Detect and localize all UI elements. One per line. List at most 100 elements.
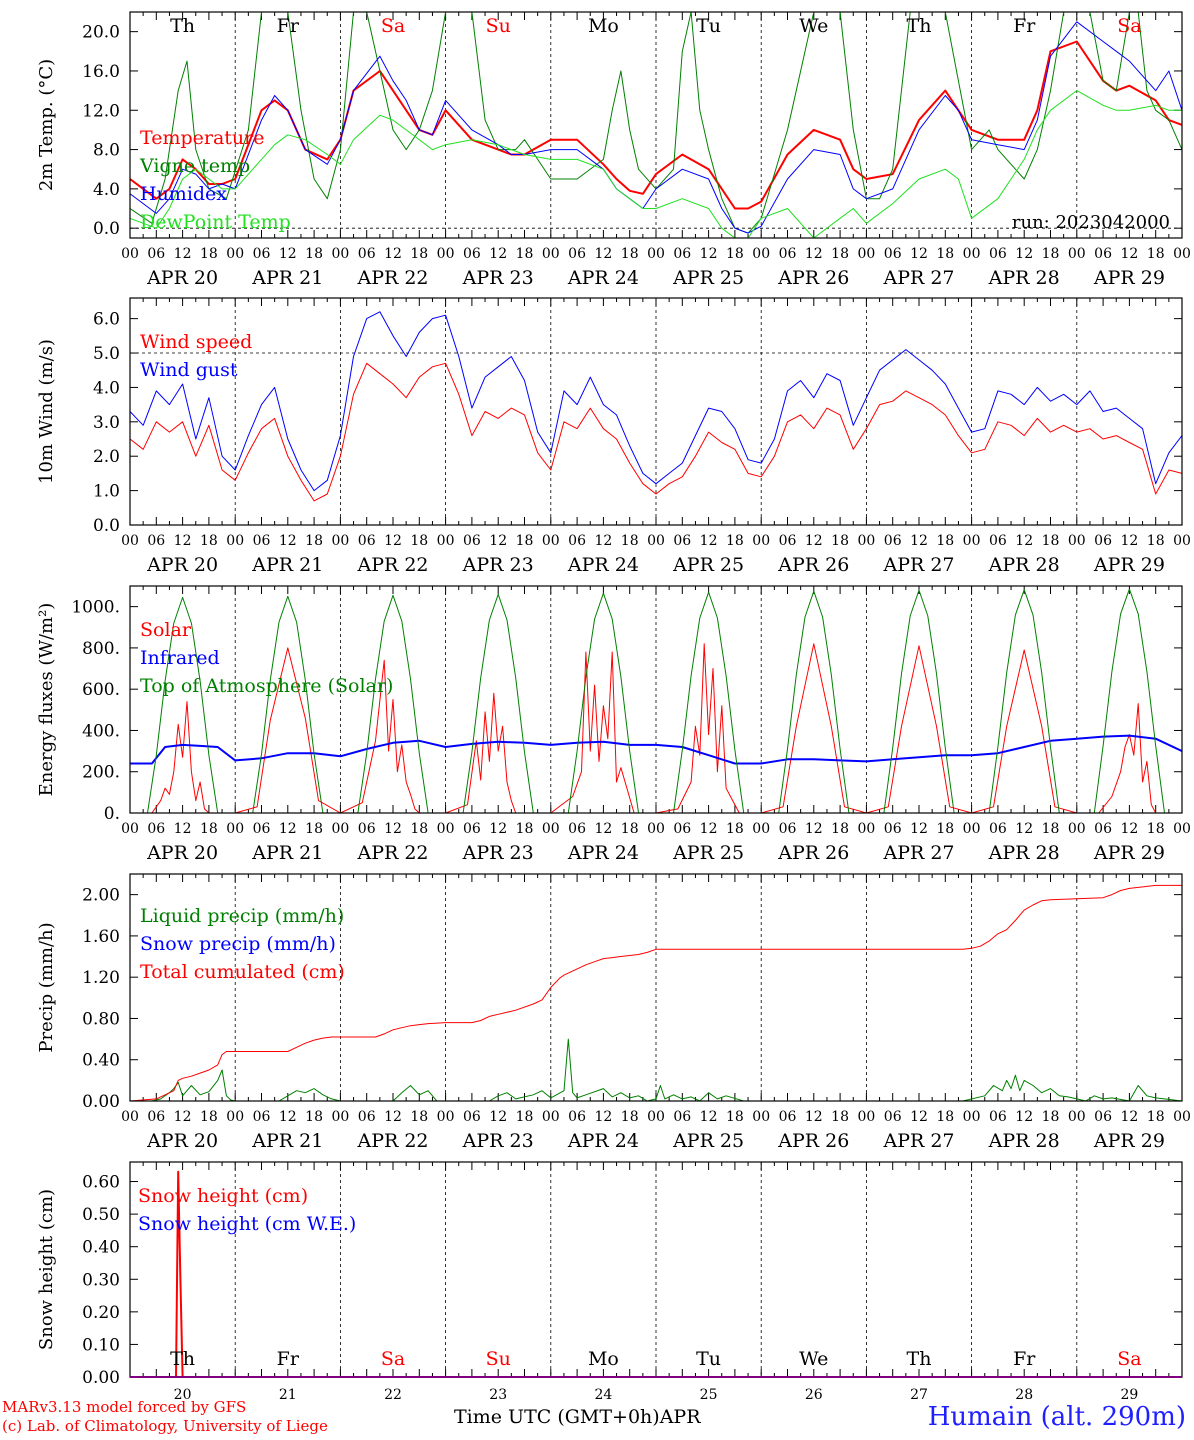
- weekday-label: Th: [170, 1348, 195, 1370]
- day-number-label: 25: [700, 1387, 718, 1403]
- hour-label: 00: [1173, 533, 1191, 549]
- y-tick-label: 1.60: [82, 927, 120, 947]
- hour-label: 00: [437, 1109, 455, 1125]
- hour-label: 12: [1015, 533, 1033, 549]
- hour-label: 06: [358, 246, 376, 262]
- hour-label: 18: [831, 533, 849, 549]
- hour-label: 18: [410, 533, 428, 549]
- hour-label: 18: [726, 533, 744, 549]
- legend-entry: Top of Atmosphere (Solar): [140, 675, 393, 697]
- hour-label: 18: [1147, 821, 1165, 837]
- hour-label: 18: [200, 533, 218, 549]
- hour-label: 18: [1042, 1109, 1060, 1125]
- date-label: APR 21: [251, 554, 323, 576]
- hour-label: 18: [621, 246, 639, 262]
- plot-frame: [129, 297, 1183, 526]
- y-tick-label: 0.80: [82, 1009, 120, 1029]
- series-group: [130, 311, 1182, 502]
- hour-label: 12: [805, 821, 823, 837]
- hour-label: 00: [647, 821, 665, 837]
- hour-label: 12: [279, 246, 297, 262]
- hour-label: 00: [1068, 1109, 1086, 1125]
- hour-label: 00: [857, 533, 875, 549]
- weekday-label: Sa: [1117, 1348, 1141, 1370]
- hour-label: 06: [568, 246, 586, 262]
- date-label: APR 21: [251, 842, 323, 864]
- hour-label: 06: [147, 1109, 165, 1125]
- hour-label: 06: [779, 533, 797, 549]
- y-axis-title: Precip (mm/h): [36, 922, 57, 1052]
- time-axis-title: Time UTC (GMT+0h)APR: [454, 1406, 701, 1428]
- hour-label: 06: [147, 246, 165, 262]
- y-tick-label: 0.40: [82, 1051, 120, 1071]
- series-line: [130, 734, 1182, 765]
- credit-line-2: (c) Lab. of Climatology, University of L…: [2, 1417, 328, 1435]
- weekday-label: We: [799, 1348, 828, 1370]
- hour-label: 00: [121, 533, 139, 549]
- series-group: [130, 588, 1182, 813]
- weekday-label: Sa: [1117, 15, 1141, 37]
- hour-label: 12: [805, 1109, 823, 1125]
- legend-entry: Snow height (cm): [138, 1185, 308, 1207]
- date-label: APR 25: [672, 1130, 744, 1152]
- day-number-label: 26: [805, 1387, 823, 1403]
- hour-label: 12: [594, 821, 612, 837]
- y-tick-label: 4.0: [93, 180, 120, 200]
- weekday-label: Fr: [1013, 1348, 1036, 1370]
- legend-entry: Temperature: [140, 127, 264, 149]
- legend-entry: Snow precip (mm/h): [140, 933, 336, 955]
- date-label: APR 25: [672, 267, 744, 289]
- series-line: [130, 40, 1182, 210]
- hour-label: 00: [963, 533, 981, 549]
- y-axis-title: Energy fluxes (W/m²): [36, 603, 57, 797]
- series-group: [130, 1170, 1182, 1377]
- hour-label: 06: [884, 533, 902, 549]
- hour-label: 06: [884, 821, 902, 837]
- weekday-label: Fr: [1013, 15, 1036, 37]
- hour-label: 00: [647, 533, 665, 549]
- y-tick-label: 0.: [104, 804, 120, 824]
- hour-label: 06: [673, 821, 691, 837]
- weekday-label: Th: [907, 15, 932, 37]
- hour-label: 06: [779, 821, 797, 837]
- legend-entry: DewPoint Temp: [140, 211, 291, 233]
- hour-label: 18: [936, 821, 954, 837]
- day-number-label: 24: [594, 1387, 612, 1403]
- date-label: APR 23: [462, 1130, 534, 1152]
- date-label: APR 20: [146, 842, 218, 864]
- hour-label: 18: [516, 533, 534, 549]
- hour-label: 18: [831, 246, 849, 262]
- hour-label: 00: [437, 246, 455, 262]
- hour-label: 12: [910, 1109, 928, 1125]
- hour-label: 00: [752, 246, 770, 262]
- day-number-label: 22: [384, 1387, 402, 1403]
- hour-label: 12: [910, 246, 928, 262]
- hour-label: 00: [963, 821, 981, 837]
- legend-entry: Vigne temp: [139, 155, 250, 177]
- legend-entry: Snow height (cm W.E.): [138, 1213, 356, 1235]
- y-tick-label: 400.: [82, 721, 120, 741]
- hour-label: 00: [963, 246, 981, 262]
- hour-label: 06: [673, 1109, 691, 1125]
- series-line: [130, 1170, 1182, 1377]
- hour-label: 18: [1042, 821, 1060, 837]
- weekday-label: We: [799, 15, 828, 37]
- y-tick-label: 0.50: [82, 1205, 120, 1225]
- hour-label: 18: [936, 1109, 954, 1125]
- y-tick-label: 800.: [82, 639, 120, 659]
- hour-label: 00: [226, 1109, 244, 1125]
- hour-label: 18: [305, 1109, 323, 1125]
- date-label: APR 29: [1093, 267, 1165, 289]
- date-label: APR 26: [777, 554, 849, 576]
- day-number-label: 29: [1120, 1387, 1138, 1403]
- hour-label: 12: [1015, 1109, 1033, 1125]
- y-axis-title: Snow height (cm): [36, 1189, 57, 1350]
- date-label: APR 27: [882, 267, 954, 289]
- hour-label: 12: [1120, 821, 1138, 837]
- hour-label: 12: [1120, 533, 1138, 549]
- date-label: APR 20: [146, 554, 218, 576]
- date-label: APR 26: [777, 842, 849, 864]
- hour-label: 06: [989, 246, 1007, 262]
- weekday-label: Su: [486, 15, 511, 37]
- hour-label: 12: [279, 533, 297, 549]
